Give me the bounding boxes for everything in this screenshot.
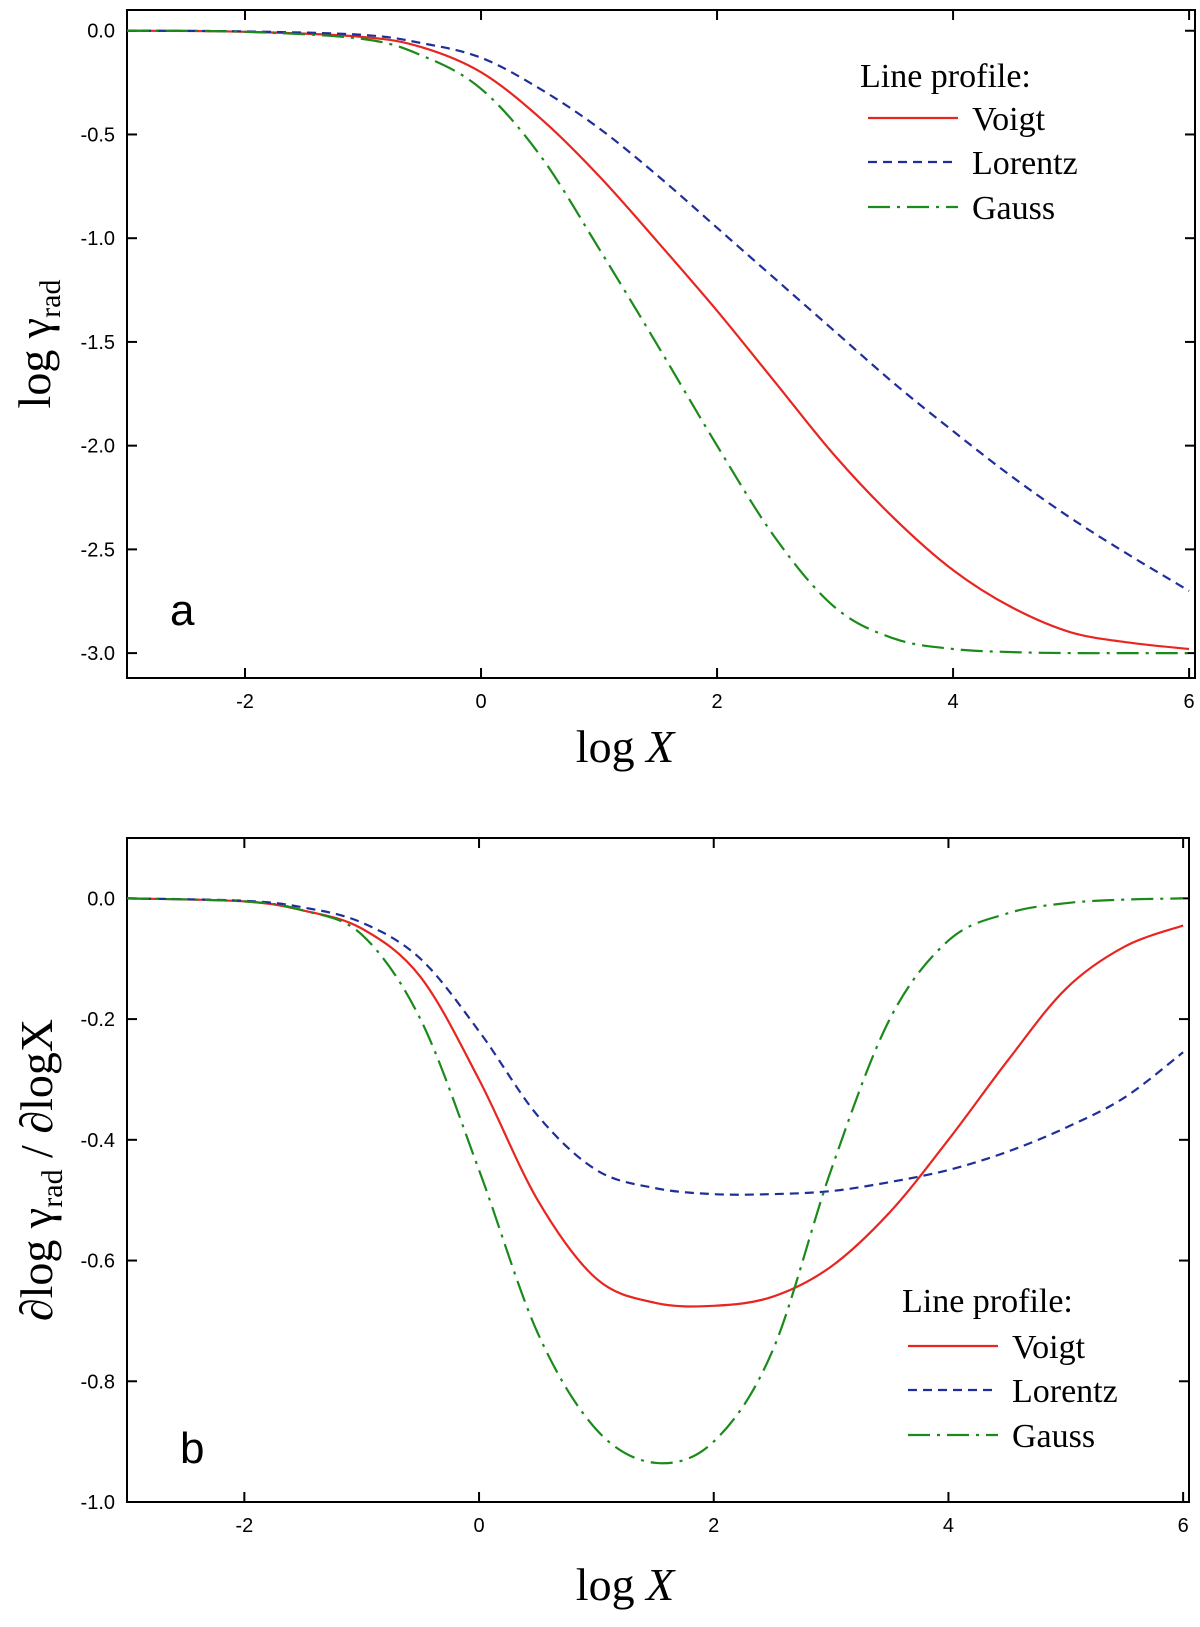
- x-axis-label: log X: [576, 1559, 676, 1610]
- series-line-lorentz: [126, 29, 1190, 592]
- series-line-lorentz: [126, 897, 1184, 1196]
- y-axis-label: ∂log γrad / ∂logX: [11, 1019, 69, 1321]
- x-tick-label: 6: [1184, 691, 1195, 713]
- x-tick-label: 0: [475, 691, 486, 713]
- legend-label-voigt: Voigt: [1012, 1329, 1086, 1366]
- y-tick-label: 0.0: [87, 888, 115, 910]
- y-tick-label: -3.0: [81, 643, 115, 665]
- plot-series: [126, 29, 1190, 655]
- y-tick-label: -0.5: [81, 124, 115, 146]
- y-tick-label: -1.5: [81, 332, 115, 354]
- y-tick-label: -0.2: [81, 1009, 115, 1031]
- panel-label: b: [180, 1424, 204, 1473]
- y-axis-ticks: 0.0 -0.5 -1.0 -1.5 -2.0 -2.5 -3.0: [81, 21, 1195, 665]
- x-tick-label: 6: [1178, 1515, 1189, 1537]
- legend-label-gauss: Gauss: [972, 190, 1055, 227]
- series-line-gauss: [126, 897, 1184, 1465]
- legend-title: Line profile:: [902, 1283, 1073, 1320]
- x-tick-label: 4: [948, 691, 959, 713]
- y-tick-label: -0.6: [81, 1251, 115, 1273]
- y-axis-ticks: 0.0 -0.2 -0.4 -0.6 -0.8 -1.0: [81, 888, 1189, 1514]
- x-tick-label: 4: [943, 1515, 954, 1537]
- legend-label-voigt: Voigt: [972, 101, 1046, 138]
- x-tick-label: 2: [708, 1515, 719, 1537]
- x-tick-label: -2: [236, 691, 254, 713]
- y-tick-label: -1.0: [81, 228, 115, 250]
- plot-frame: [126, 9, 1196, 679]
- legend-label-lorentz: Lorentz: [1012, 1373, 1118, 1410]
- y-axis-label: log γrad: [9, 280, 67, 409]
- legend-title: Line profile:: [860, 58, 1031, 95]
- x-axis-ticks: -2 0 2 4 6: [235, 838, 1189, 1537]
- y-tick-label: 0.0: [87, 21, 115, 43]
- series-line-gauss: [126, 29, 1190, 655]
- x-axis-ticks: -2 0 2 4 6: [236, 10, 1195, 713]
- legend-label-gauss: Gauss: [1012, 1418, 1095, 1455]
- y-tick-label: -1.0: [81, 1492, 115, 1514]
- x-tick-label: 0: [473, 1515, 484, 1537]
- series-line-voigt: [126, 29, 1190, 651]
- y-tick-label: -2.0: [81, 436, 115, 458]
- legend: Line profile: Voigt Lorentz Gauss: [860, 58, 1078, 227]
- legend: Line profile: Voigt Lorentz Gauss: [902, 1283, 1118, 1455]
- plot-series: [126, 897, 1184, 1465]
- x-tick-label: -2: [235, 1515, 253, 1537]
- plot-frame: [126, 837, 1190, 1503]
- panel-b: -2 0 2 4 6 0.0 -0.2 -0.4 -0.6 -0.8 -1.0 b Line pr…: [11, 837, 1190, 1610]
- y-tick-label: -0.8: [81, 1371, 115, 1393]
- legend-label-lorentz: Lorentz: [972, 145, 1078, 182]
- series-line-voigt: [126, 897, 1184, 1308]
- x-tick-label: 2: [711, 691, 722, 713]
- x-axis-label: log X: [576, 721, 676, 772]
- panel-label: a: [170, 586, 195, 635]
- y-tick-label: -2.5: [81, 539, 115, 561]
- panel-a: -2 0 2 4 6 0.0 -0.5 -1.0 -1.5 -2.0 -2.5 -3.0 a Lin…: [9, 9, 1196, 772]
- y-tick-label: -0.4: [81, 1130, 115, 1152]
